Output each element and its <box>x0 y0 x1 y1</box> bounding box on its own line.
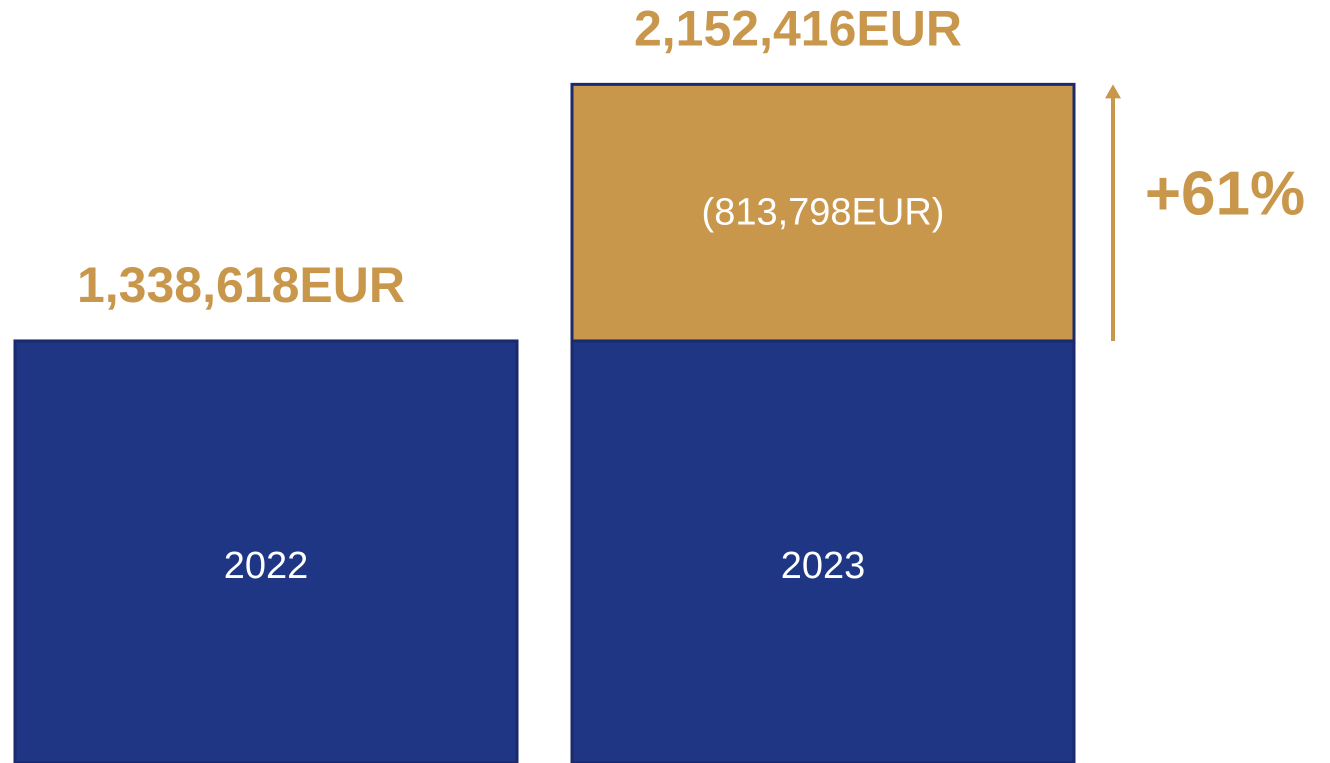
total-label: 2,152,416EUR <box>634 1 962 57</box>
segment-label: (813,798EUR) <box>702 192 945 234</box>
category-label: 2023 <box>781 545 866 587</box>
bar-segment <box>570 339 1076 763</box>
growth-annotation: +61% <box>1145 159 1305 228</box>
category-label: 2022 <box>224 545 309 587</box>
growth-arrowhead <box>1105 84 1121 99</box>
total-label: 1,338,618EUR <box>77 257 405 313</box>
bar-segment <box>570 82 1076 343</box>
bar-segment <box>13 339 519 763</box>
